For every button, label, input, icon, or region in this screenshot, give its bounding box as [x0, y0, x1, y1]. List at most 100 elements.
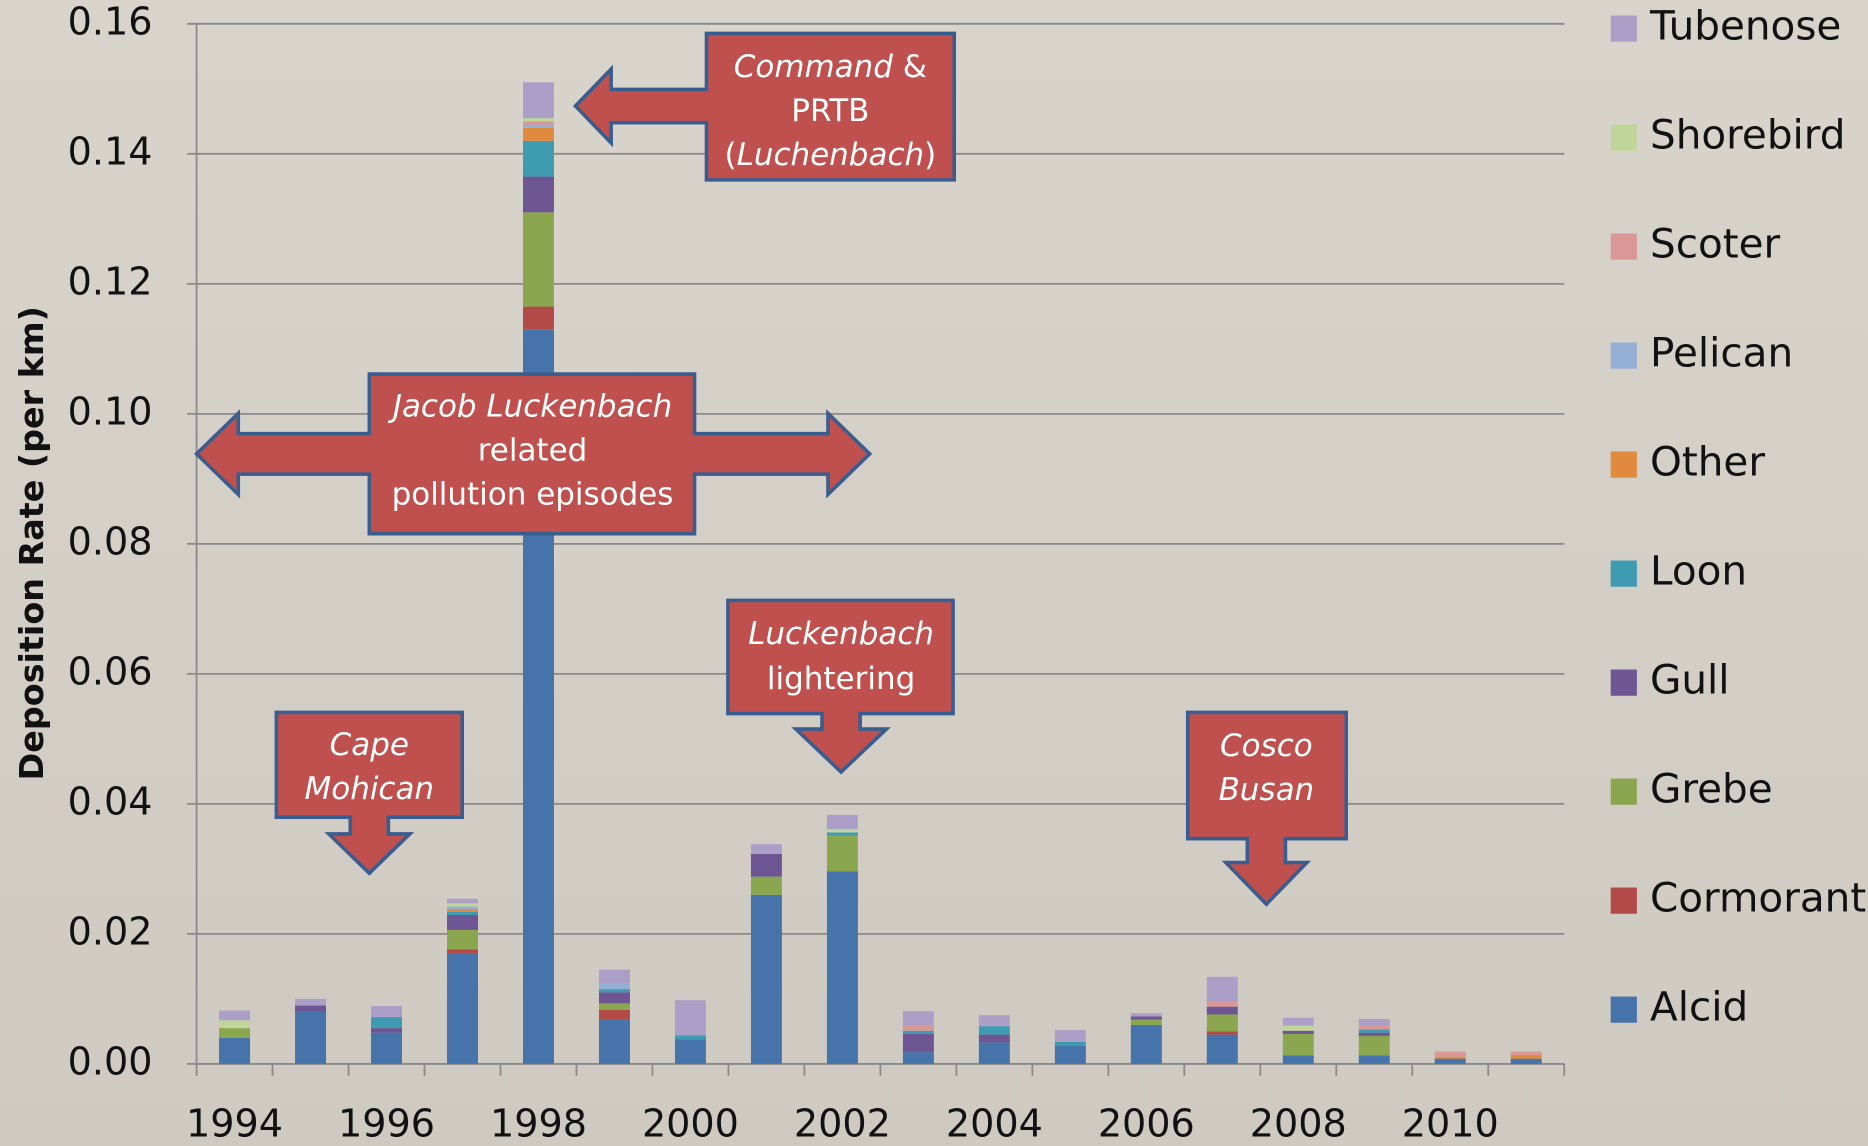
bar-segment — [447, 953, 478, 1064]
bar-segment — [219, 1028, 251, 1038]
bar-segment — [598, 983, 630, 990]
legend-swatch — [1610, 887, 1637, 914]
bar-segment — [1282, 1033, 1314, 1056]
bar-segment — [1130, 1013, 1162, 1017]
legend-label: Shorebird — [1650, 111, 1845, 159]
legend-swatch — [1610, 996, 1637, 1023]
bar-segment — [1206, 1006, 1238, 1015]
legend-swatch — [1610, 15, 1637, 42]
legend-label: Loon — [1650, 547, 1747, 595]
bar-segment — [598, 1003, 630, 1010]
legend-swatch — [1610, 669, 1637, 696]
bar-segment — [598, 1019, 630, 1064]
callout-text-part: Jacob Luckenbach — [387, 388, 672, 424]
bar-segment — [1206, 1034, 1238, 1064]
bar-segment — [1358, 1035, 1390, 1056]
y-tick-label: 0.00 — [68, 1039, 153, 1083]
bar-segment — [750, 853, 782, 877]
bar-segment — [447, 898, 478, 904]
callout-text-part: lightering — [767, 661, 915, 697]
callout-text-part: related — [478, 432, 588, 468]
bar-segment — [598, 969, 630, 984]
bar-segment — [447, 906, 478, 910]
bar-segment — [902, 1025, 934, 1031]
x-tick-label: 1996 — [338, 1101, 435, 1145]
legend-swatch — [1610, 124, 1637, 151]
bar-segment — [447, 929, 478, 950]
bar-segment — [522, 118, 554, 122]
bar-segment — [219, 1020, 251, 1029]
legend-label: Tubenose — [1649, 2, 1841, 50]
bar-segment — [1358, 1032, 1390, 1036]
bar-segment — [1510, 1054, 1542, 1059]
bar-segment — [1282, 1025, 1314, 1031]
bar-segment — [1054, 1030, 1086, 1042]
legend-swatch — [1610, 560, 1637, 587]
bar-segment — [826, 835, 858, 872]
bar-segment — [674, 1039, 706, 1064]
bar-segment — [371, 1028, 403, 1033]
callout-text: (Luchenbach) — [725, 137, 937, 173]
bar-segment — [1358, 1029, 1390, 1033]
x-tick-label: 2004 — [946, 1101, 1043, 1145]
callout-text: Command & — [734, 48, 927, 84]
bar-segment — [674, 1000, 706, 1036]
bar-segment — [598, 992, 630, 1004]
bar-segment — [219, 1010, 251, 1021]
bar-segment — [1054, 1045, 1086, 1064]
bar-segment — [978, 1034, 1010, 1043]
bar-segment — [1510, 1051, 1542, 1055]
bar-segment — [1434, 1056, 1466, 1059]
bar-segment — [1054, 1041, 1086, 1046]
bar-segment — [522, 306, 554, 330]
y-tick-label: 0.02 — [68, 909, 153, 953]
bar-segment — [826, 814, 858, 830]
callout-text: pollution episodes — [392, 476, 674, 512]
bar-segment — [219, 1037, 251, 1064]
legend-label: Pelican — [1650, 329, 1793, 377]
bar-segment — [447, 915, 478, 930]
bar-segment — [826, 832, 858, 836]
y-axis-title: Deposition Rate (per km) — [12, 306, 51, 780]
callout-text-part: Luckenbach — [748, 615, 934, 651]
bar-segment — [750, 844, 782, 854]
bar-segment — [902, 1030, 934, 1034]
callout-text-part: ) — [924, 137, 936, 173]
callout-text-part: PRTB — [791, 92, 869, 128]
bar-segment — [1358, 1055, 1390, 1064]
bar-segment — [674, 1035, 706, 1040]
plot: Deposition Rate (per km) 0.00 0.02 0.04 0.0… — [12, 0, 1866, 1145]
y-tick-label: 0.08 — [68, 519, 153, 563]
callout-text: PRTB — [791, 92, 869, 128]
x-tick-label: 2008 — [1250, 1101, 1347, 1145]
callout — [274, 710, 465, 876]
callout — [572, 31, 957, 182]
x-tick-label: 2002 — [794, 1101, 891, 1145]
x-tick-label: 2010 — [1402, 1101, 1499, 1145]
bar-segment — [902, 1052, 934, 1064]
bar-segment — [1206, 1031, 1238, 1035]
bar-segment — [371, 1032, 403, 1064]
y-tick-label: 0.04 — [68, 779, 153, 823]
bar-segment — [371, 1006, 403, 1018]
x-tick-label: 1994 — [186, 1101, 283, 1145]
y-tick-label: 0.06 — [68, 649, 153, 693]
bar-segment — [522, 212, 554, 307]
callout — [194, 372, 873, 536]
callout-text: Luckenbach — [748, 615, 934, 651]
callout-text-part: Mohican — [305, 770, 435, 806]
bar-segment — [447, 911, 478, 916]
bar-segment — [1130, 1016, 1162, 1020]
bar-segment — [522, 121, 554, 125]
bar-segment — [1206, 976, 1238, 1002]
callout-text: Cosco — [1220, 727, 1313, 763]
bar-segment — [1130, 1019, 1162, 1025]
bar-segment — [598, 989, 630, 993]
legend-label: Alcid — [1650, 983, 1748, 1031]
callout-text-part: & — [893, 48, 927, 84]
callout-text: Busan — [1219, 772, 1315, 808]
bar-segment — [902, 1033, 934, 1053]
legend-label: Gull — [1650, 656, 1730, 704]
callout-text-part: Cosco — [1220, 727, 1313, 763]
